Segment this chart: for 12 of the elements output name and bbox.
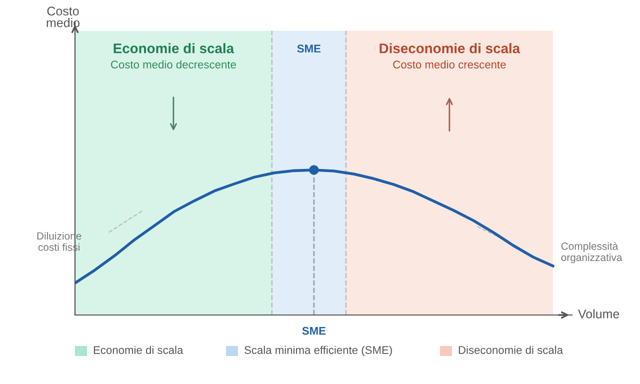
text: Costo medio decrescente [111, 60, 236, 68]
text: SME [297, 44, 321, 53]
text: Costo medio crescente [393, 60, 506, 68]
text: SME [302, 326, 326, 335]
text: Economie di scala [94, 346, 184, 354]
annotation: Complessità organizzativa [561, 242, 622, 264]
text: Scala minima efficiente (SME) [244, 346, 392, 356]
text: Costo medio [46, 6, 80, 28]
x-axis-title: Volume [578, 309, 620, 318]
text: Diseconomie di scala [380, 43, 520, 54]
text: Diseconomie di scala [458, 346, 563, 354]
text: Economie di scala [114, 43, 234, 54]
